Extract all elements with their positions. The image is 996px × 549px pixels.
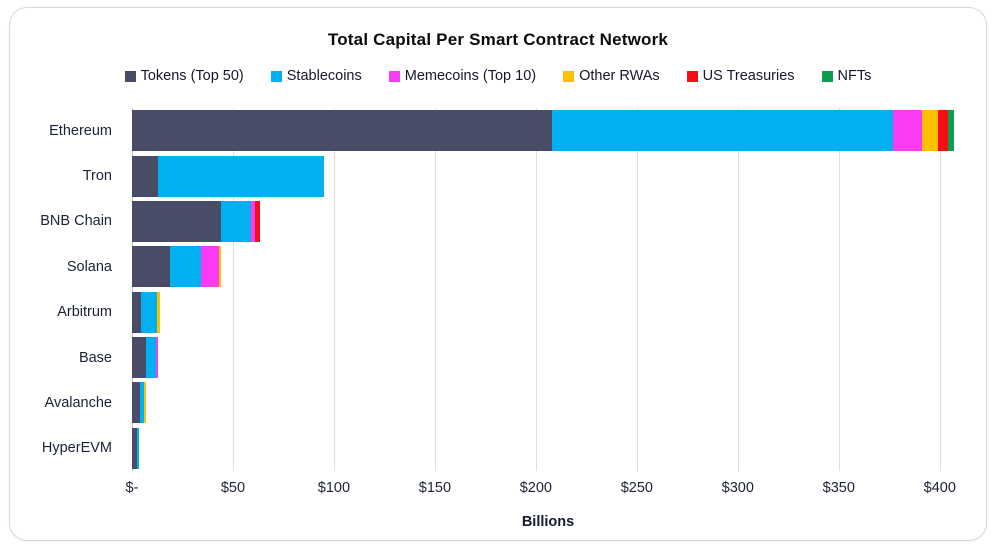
bar-segment <box>251 200 256 242</box>
axis-tick-label: $150 <box>418 480 452 496</box>
bar-segment <box>132 200 221 242</box>
gridline <box>838 108 840 471</box>
legend-label: US Treasuries <box>702 68 795 84</box>
legend-item: Memecoins (Top 10) <box>388 68 537 84</box>
legend-swatch-icon <box>821 70 833 82</box>
bar-segment <box>220 200 252 242</box>
category-axis: Ethereum Tron BNB Chain Solana Arbitrum Base A… <box>10 108 122 471</box>
axis-tick-label: $200 <box>519 480 553 496</box>
gridline <box>737 108 739 471</box>
gridline <box>132 108 133 471</box>
legend-item: Stablecoins <box>270 68 362 84</box>
bar-segment <box>552 110 894 152</box>
bar-row-solana <box>132 246 964 288</box>
bar-segment <box>156 337 158 379</box>
plot-area <box>132 108 964 471</box>
bar-segment <box>937 110 948 152</box>
chart-card: Total Capital Per Smart Contract Network… <box>9 7 987 541</box>
bar-segment <box>140 382 145 424</box>
bar-segment <box>132 337 147 379</box>
legend-swatch-icon <box>388 70 400 82</box>
gridline <box>333 108 335 471</box>
axis-tick-label: $250 <box>620 480 653 496</box>
bar-segment <box>157 291 161 333</box>
axis-title: Billions <box>521 514 575 530</box>
bar-segment <box>132 291 142 333</box>
bar-segment <box>132 110 553 152</box>
axis-tick-label: $400 <box>923 480 956 496</box>
bar-row-tron <box>132 155 964 197</box>
category-label: Solana <box>66 258 112 275</box>
axis-tick-label: $300 <box>721 480 754 496</box>
legend-swatch-icon <box>686 70 698 82</box>
bar-segment <box>947 110 954 152</box>
legend-label: Other RWAs <box>579 68 660 84</box>
gridline <box>232 108 234 471</box>
bar-segment <box>893 110 922 152</box>
bar-segment <box>132 382 141 424</box>
legend-item: NFTs <box>821 68 872 84</box>
category-label: Base <box>78 349 112 366</box>
bar-row-bnb-chain <box>132 200 964 242</box>
bar-segment <box>158 155 324 197</box>
category-label: Arbitrum <box>57 304 112 321</box>
legend-label: NFTs <box>837 68 872 84</box>
bar-segment <box>137 427 140 469</box>
bar-row-arbitrum <box>132 291 964 333</box>
bar-segment <box>170 246 201 288</box>
legend-label: Memecoins (Top 10) <box>404 68 537 84</box>
axis-tick-label: $- <box>125 480 139 496</box>
axis-tick-label: $100 <box>317 480 351 496</box>
bar-segment <box>200 246 219 288</box>
legend-swatch-icon <box>270 70 282 82</box>
legend: Tokens (Top 50) Stablecoins Memecoins (Top… <box>10 68 986 84</box>
gridline <box>535 108 537 471</box>
bar-segment <box>146 337 157 379</box>
bar-segment <box>921 110 938 152</box>
category-label: Ethereum <box>49 122 112 139</box>
category-label: Tron <box>82 168 112 185</box>
bar-segment <box>144 382 146 424</box>
bar-segment <box>255 200 261 242</box>
legend-item: Other RWAs <box>563 68 660 84</box>
bar-segment <box>132 427 138 469</box>
gridline <box>939 108 941 471</box>
bar-row-avalanche <box>132 382 964 424</box>
bar-row-ethereum <box>132 110 964 152</box>
legend-item: US Treasuries <box>686 68 795 84</box>
legend-swatch-icon <box>563 70 575 82</box>
category-label: Avalanche <box>44 394 112 411</box>
bar-row-hyperevm <box>132 427 964 469</box>
bar-row-base <box>132 337 964 379</box>
bar-segment <box>141 291 158 333</box>
chart-title: Total Capital Per Smart Contract Network <box>327 30 669 49</box>
legend-label: Stablecoins <box>286 68 362 84</box>
legend-item: Tokens (Top 50) <box>124 68 244 84</box>
category-label: BNB Chain <box>40 213 112 230</box>
bar-segment <box>132 155 159 197</box>
legend-swatch-icon <box>124 70 136 82</box>
axis-tick-label: $50 <box>220 480 246 496</box>
bar-segment <box>218 246 221 288</box>
legend-label: Tokens (Top 50) <box>140 68 244 84</box>
value-axis: $- $50 $100 $150 $200 $250 $300 $350 $400 <box>126 480 964 498</box>
gridline <box>434 108 436 471</box>
axis-tick-label: $350 <box>822 480 855 496</box>
bar-segment <box>132 246 171 288</box>
category-label: HyperEVM <box>41 440 112 457</box>
gridline <box>636 108 638 471</box>
